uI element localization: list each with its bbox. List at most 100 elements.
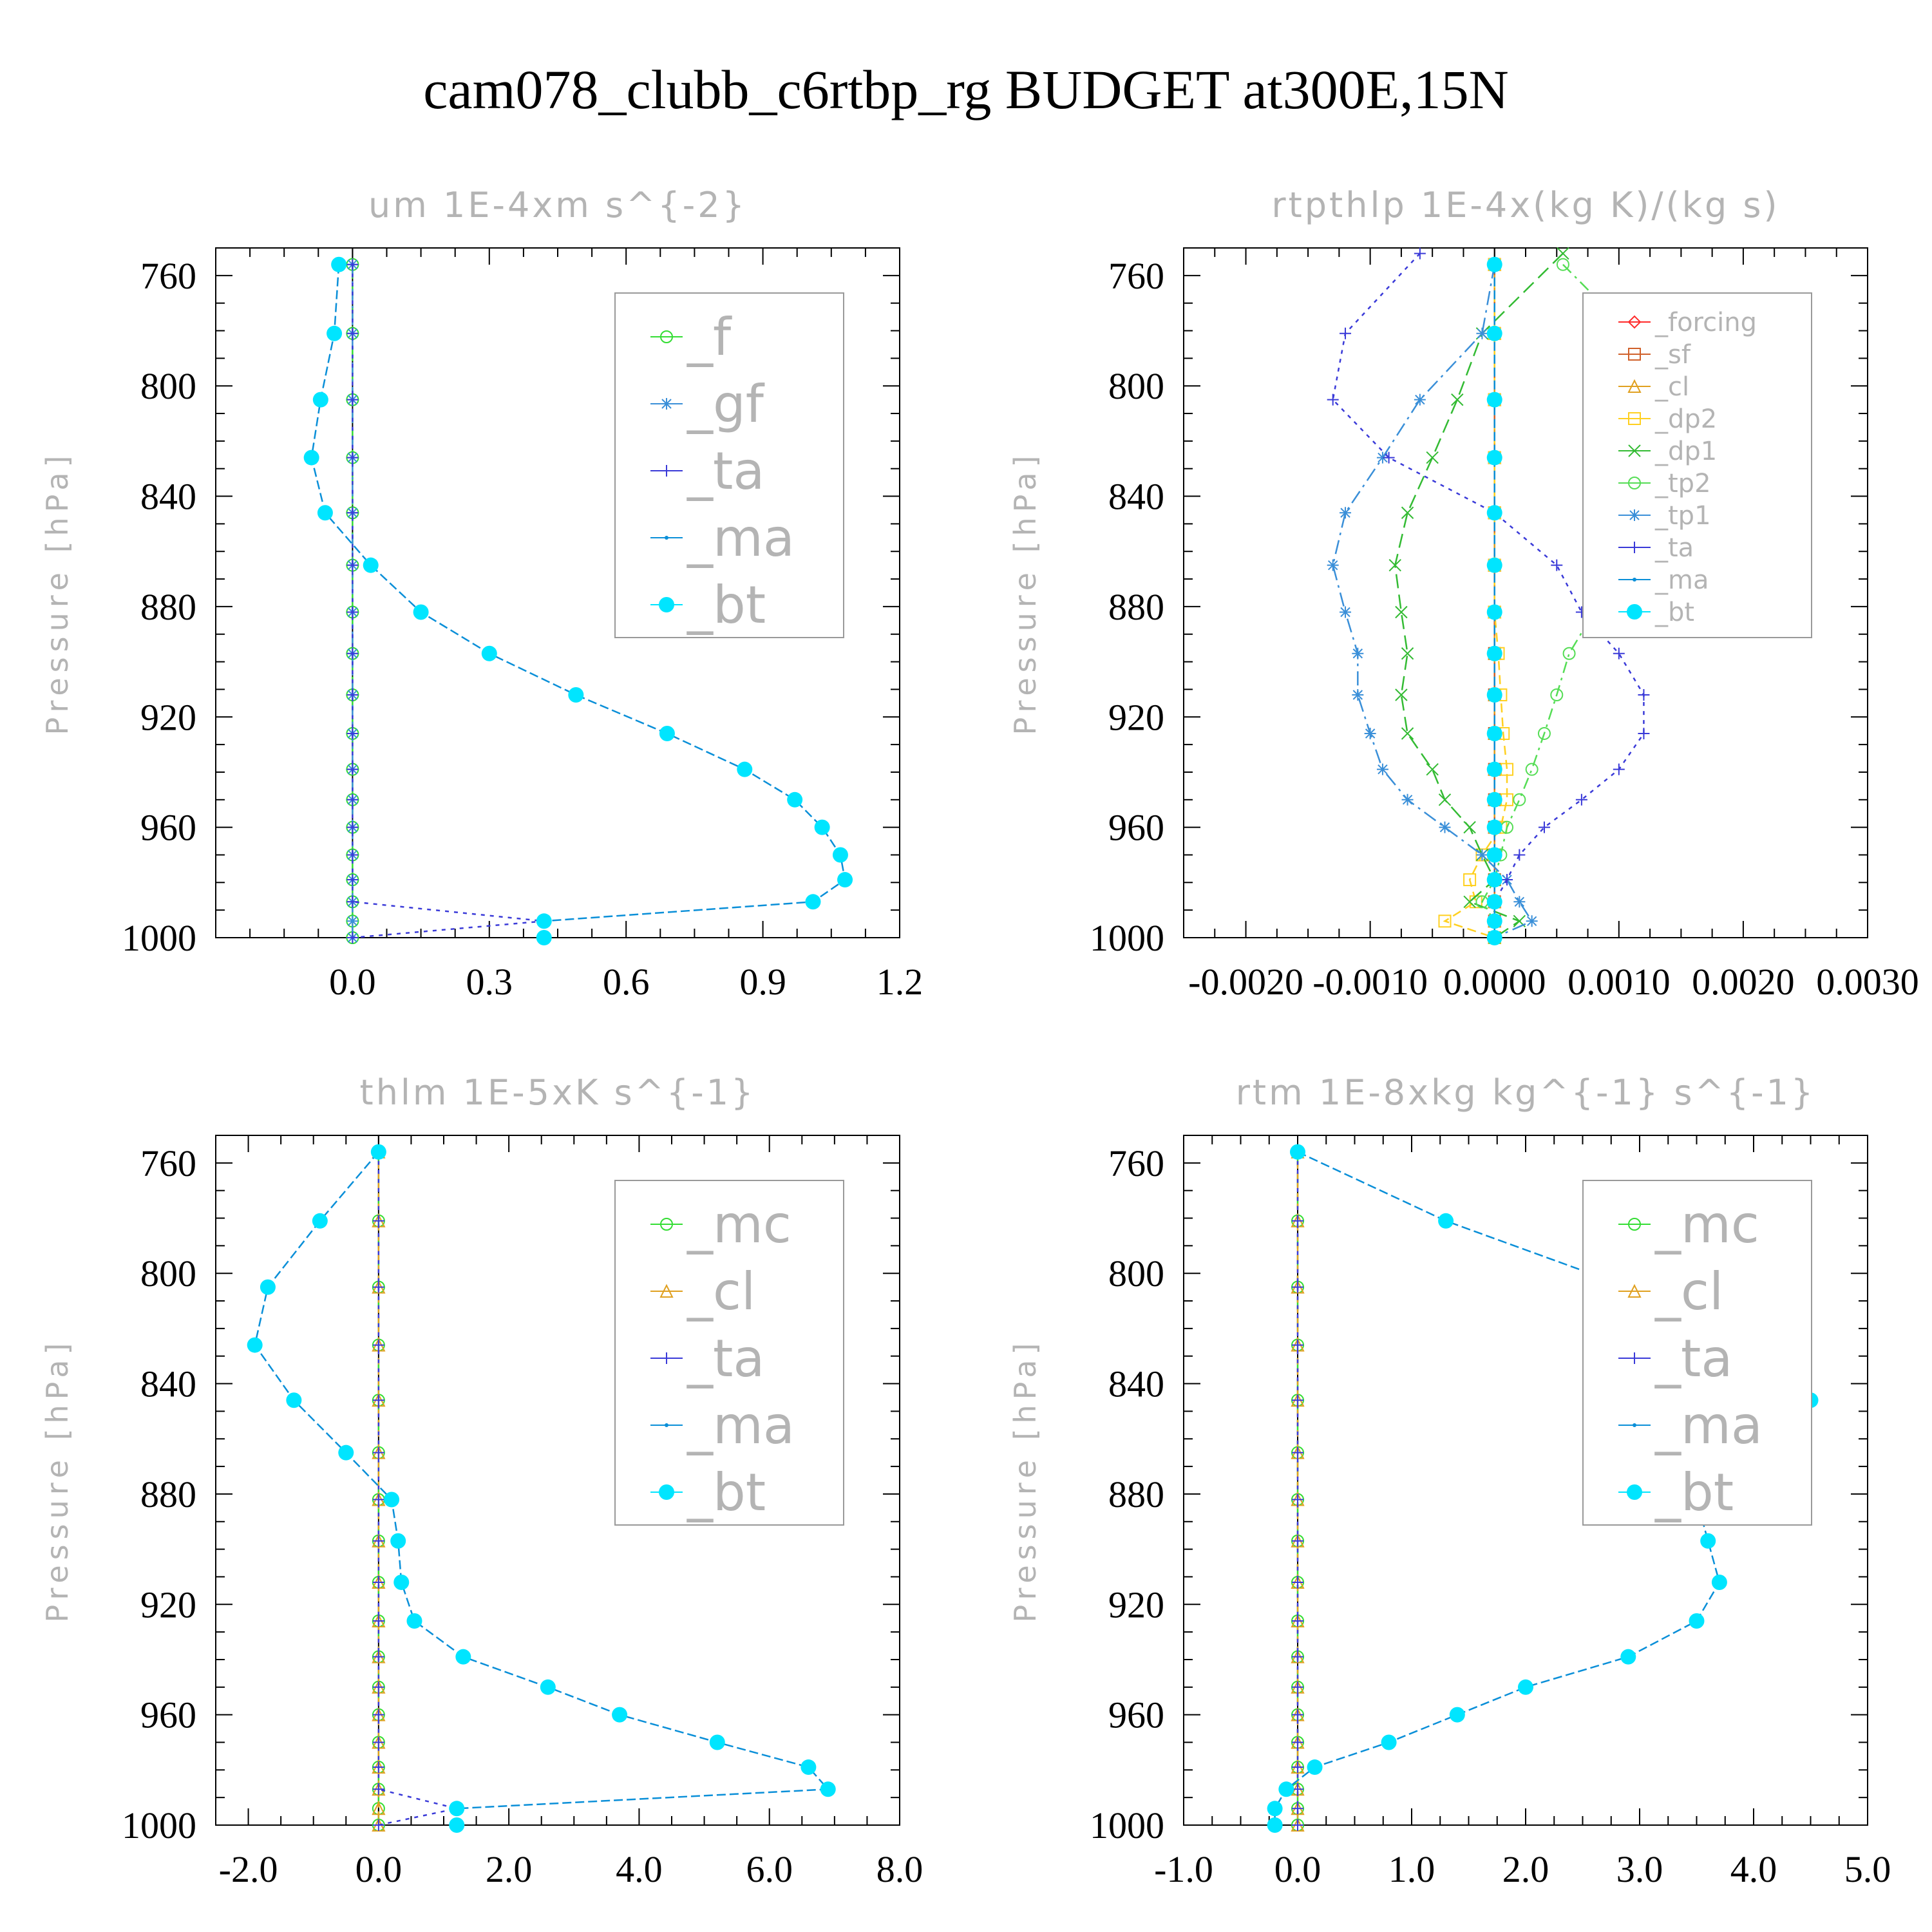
x-tick-label: -1.0 [1154,1848,1213,1890]
data-point [1352,689,1364,701]
data-point [1525,762,1539,776]
x-tick-label: 0.6 [603,961,650,1003]
panels: um 1E-4xm s^{-2} Pressure [hPa] 760 800 840 8… [40,185,1919,1890]
panel-title: rtm 1E-8xkg kg^{-1} s^{-1} [1236,1072,1816,1113]
data-point [1486,256,1502,272]
data-point [303,450,319,466]
legend: _mc _cl _ta _ma _bt [1582,1180,1812,1526]
y-tick-label: 840 [140,476,196,518]
data-point [568,687,584,703]
data-point [327,325,343,341]
data-point [1513,793,1526,806]
x-tick-label: 0.0000 [1443,961,1546,1003]
data-point [1486,791,1502,808]
series-line [377,1151,457,1826]
legend-label: _gf [687,374,765,434]
data-point [536,913,552,929]
legend-label: _f [687,307,732,367]
data-point [1486,325,1502,341]
series-tp1 [1327,258,1538,943]
legend-swatch-marker [1627,315,1642,329]
x-tick-label: 4.0 [616,1848,663,1890]
panel-4: rtm 1E-8xkg kg^{-1} s^{-1} Pressure [hPa]… [1008,1072,1891,1890]
data-point [1307,1759,1323,1776]
legend-swatch-marker [1629,542,1640,553]
data-point [1550,688,1564,702]
legend-swatch-marker [1629,509,1640,521]
data-point [1327,559,1339,571]
data-point [1486,894,1502,910]
legend-label: _ta [1654,1329,1732,1388]
data-point [372,1493,384,1506]
data-point [1292,1339,1303,1351]
legend-label: _ta [1654,533,1694,563]
data-point [1426,762,1439,776]
data-point [1292,1651,1303,1663]
legend-swatch-marker [1628,348,1641,361]
legend: _forcing _sf_cl_dp2 _dp1 _tp2 _tp1_ta_ma _bt [1582,292,1812,638]
legend-swatch-marker [1627,1283,1642,1298]
y-tick-label: 840 [1108,1363,1164,1405]
data-point [1292,1493,1303,1506]
x-tick-label: -0.0010 [1312,961,1428,1003]
series-line [310,264,846,922]
data-point [1463,820,1476,834]
legend-label: _mc [1654,1195,1759,1255]
data-point [1486,604,1502,620]
y-axis-label: Pressure [hPa] [1008,451,1043,735]
data-point [372,1681,384,1693]
legend-swatch-marker [1628,1218,1641,1231]
legend-swatch-marker [1627,1484,1642,1500]
x-tick-label: 3.0 [1616,1848,1663,1890]
x-tick-label: 0.9 [739,961,786,1003]
data-point [260,1279,276,1295]
data-point [1292,1736,1303,1748]
data-point [1575,793,1587,806]
data-point [1526,915,1538,927]
series-line [352,264,544,939]
legend-swatch-marker [1627,604,1642,620]
x-tick-label: 1.2 [876,961,923,1003]
data-point [1613,647,1625,659]
x-tick-label: 1.0 [1388,1848,1435,1890]
data-point [286,1392,302,1408]
panel-3: thlm 1E-5xK s^{-1} Pressure [hPa] 760 800 84… [40,1072,923,1890]
data-point [372,1446,384,1459]
data-point [1518,1679,1533,1695]
data-point [346,606,359,618]
data-point [1638,727,1650,739]
data-point [338,1444,354,1461]
data-point [1486,725,1502,741]
data-point [372,1709,384,1721]
series-ta [346,258,550,943]
data-point [413,604,429,620]
y-tick-label: 880 [140,1473,196,1515]
data-point [346,793,359,806]
y-tick-label: 880 [1108,586,1164,628]
y-tick-label: 960 [1108,807,1164,849]
data-point [1486,450,1502,466]
y-tick-label: 800 [140,1253,196,1294]
data-point [346,849,359,861]
x-tick-label: 6.0 [746,1848,793,1890]
data-point [814,819,830,835]
data-point [372,1615,384,1627]
data-point [1292,1281,1303,1293]
data-point [737,761,753,777]
data-point [363,557,379,573]
data-point [1395,605,1408,619]
data-point [370,1144,386,1160]
x-tick-label: -0.0020 [1188,961,1303,1003]
legend-swatch-marker [661,1352,672,1364]
legend-label: _bt [687,1463,766,1522]
data-point [1340,606,1352,618]
data-point [1449,1707,1465,1723]
data-point [1290,1144,1305,1160]
legend-label: _dp2 [1654,404,1717,434]
data-point [1292,1803,1303,1815]
legend-swatch-marker [1633,1423,1636,1427]
series-ta [372,1146,463,1831]
plot-frame [215,1135,900,1826]
data-point [612,1707,628,1723]
data-point [1486,505,1502,521]
